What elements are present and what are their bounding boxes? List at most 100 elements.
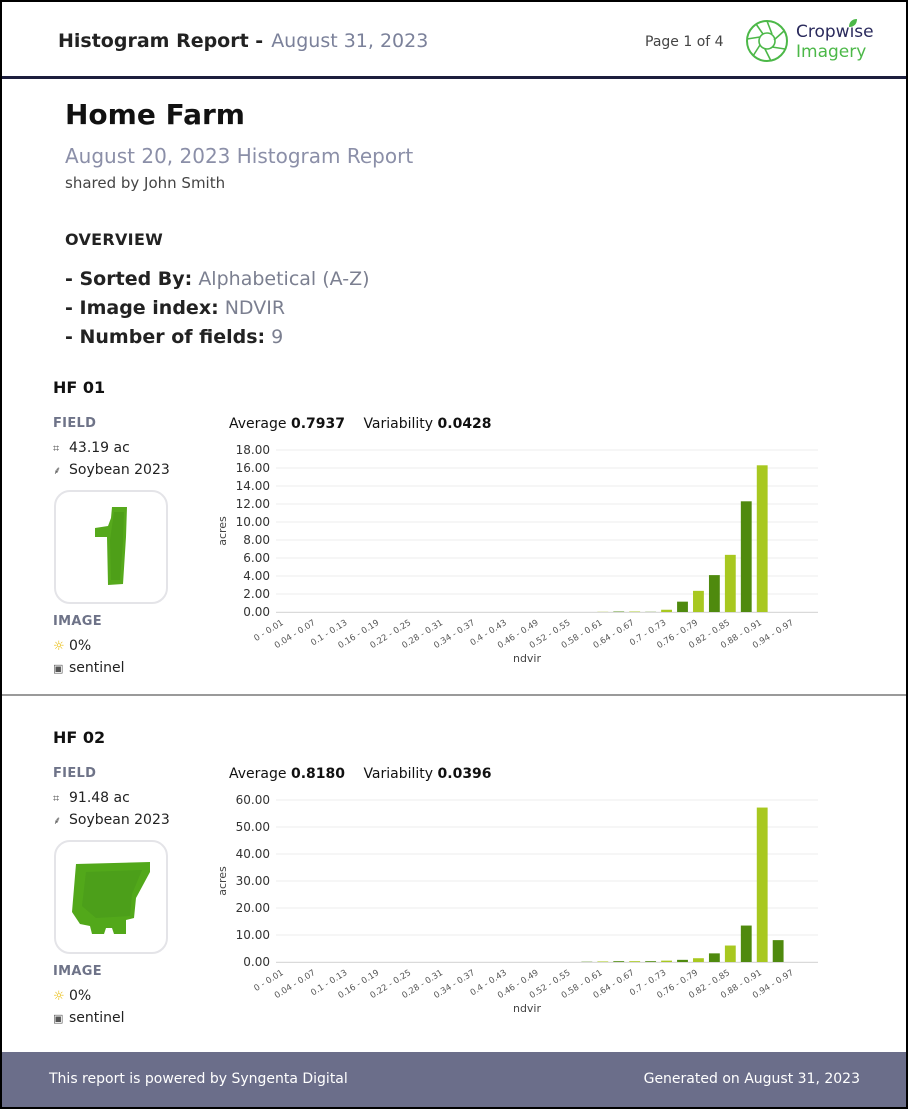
report-header: Histogram Report - August 31, 2023 Page 1…	[2, 2, 906, 79]
image-source: sentinel	[69, 1010, 125, 1026]
overview-sorted-by: - Sorted By: Alphabetical (A-Z)	[65, 268, 370, 290]
histogram-bar	[756, 465, 768, 612]
field-section-hf02: HF 02 FIELD ⌗ 91.48 ac ⸙ Soybean 2023 IMAG…	[2, 728, 906, 1058]
footer-generated-on: Generated on August 31, 2023	[643, 1071, 860, 1087]
histogram-bar	[677, 601, 688, 612]
histogram-bar	[629, 961, 641, 962]
cropwise-logo: Cropwise Imagery	[744, 14, 874, 70]
image-label: IMAGE	[53, 964, 102, 979]
y-tick-label: 0.00	[243, 955, 270, 969]
image-source: sentinel	[69, 660, 125, 676]
picture-icon: ▣	[53, 1012, 64, 1025]
y-tick-label: 12.00	[236, 497, 270, 511]
field-stats: Average 0.7937 Variability 0.0428	[229, 416, 492, 432]
histogram-bar	[740, 501, 752, 612]
field-name: HF 01	[53, 378, 106, 397]
histogram-bar	[645, 961, 657, 962]
y-tick-label: 50.00	[236, 820, 270, 834]
image-cloud-row: ☼ 0%	[53, 638, 91, 654]
overview-key: - Image index:	[65, 297, 219, 319]
overview-heading: OVERVIEW	[65, 230, 164, 249]
average-value: 0.8180	[290, 766, 345, 782]
histogram-bar	[724, 945, 736, 962]
field-crop: Soybean 2023	[69, 812, 170, 828]
y-axis-title: acres	[216, 866, 229, 896]
image-source-row: ▣ sentinel	[53, 660, 125, 676]
overview-value: NDVIR	[224, 297, 286, 319]
logo-line-2: Imagery	[796, 42, 867, 62]
overview-key: - Number of fields:	[65, 326, 266, 348]
y-tick-label: 0.00	[243, 605, 270, 619]
histogram-bar	[708, 575, 720, 612]
variability-value: 0.0428	[437, 416, 492, 432]
histogram-bar	[693, 590, 704, 612]
y-tick-label: 14.00	[236, 479, 270, 493]
histogram-bar	[740, 925, 752, 962]
crop-icon: ⸙	[53, 464, 62, 477]
y-tick-label: 10.00	[236, 928, 270, 942]
footer-powered-by: This report is powered by Syngenta Digit…	[49, 1071, 348, 1087]
variability-value: 0.0396	[437, 766, 492, 782]
field-area: 43.19 ac	[69, 440, 130, 456]
header-title-text: Histogram Report -	[58, 30, 264, 52]
overview-number-of-fields: - Number of fields: 9	[65, 326, 283, 348]
y-tick-label: 2.00	[243, 587, 270, 601]
variability-label: Variability	[363, 766, 434, 782]
histogram-bar	[756, 807, 768, 962]
histogram-bar	[772, 940, 784, 962]
shared-by: shared by John Smith	[65, 174, 226, 192]
leaf-icon	[849, 19, 857, 27]
image-cloud-cover: 0%	[69, 638, 92, 654]
variability-label: Variability	[363, 416, 434, 432]
y-tick-label: 8.00	[243, 533, 270, 547]
x-axis-title: ndvir	[513, 1002, 542, 1015]
overview-image-index: - Image index: NDVIR	[65, 297, 285, 319]
field-name: HF 02	[53, 728, 106, 747]
histogram-bar	[677, 959, 688, 962]
field-label: FIELD	[53, 766, 97, 781]
field-shape-image	[72, 862, 150, 934]
y-tick-label: 30.00	[236, 874, 270, 888]
logo-wordmark: Cropwise Imagery	[796, 22, 874, 62]
overview-key: - Sorted By:	[65, 268, 193, 290]
section-divider	[2, 694, 906, 696]
average-label: Average	[229, 766, 287, 782]
histogram-bar	[661, 960, 672, 962]
field-crop-row: ⸙ Soybean 2023	[53, 462, 170, 478]
field-thumbnail	[54, 490, 168, 604]
histogram-bar	[693, 958, 704, 962]
x-axis-title: ndvir	[513, 652, 542, 665]
y-tick-label: 20.00	[236, 901, 270, 915]
field-thumbnail	[54, 840, 168, 954]
y-tick-label: 6.00	[243, 551, 270, 565]
page-indicator: Page 1 of 4	[645, 34, 724, 50]
y-tick-label: 40.00	[236, 847, 270, 861]
crop-icon: ⸙	[53, 814, 62, 827]
field-crop: Soybean 2023	[69, 462, 170, 478]
histogram-bar	[661, 609, 672, 612]
image-cloud-cover: 0%	[69, 988, 92, 1004]
y-tick-label: 60.00	[236, 793, 270, 807]
header-title: Histogram Report - August 31, 2023	[58, 30, 428, 52]
average-value: 0.7937	[290, 416, 345, 432]
field-area-row: ⌗ 91.48 ac	[53, 790, 130, 806]
farm-name: Home Farm	[65, 98, 245, 131]
histogram-bar	[724, 554, 736, 612]
histogram-bar	[597, 961, 609, 962]
sun-icon: ☼	[53, 989, 65, 1004]
y-tick-label: 18.00	[236, 443, 270, 457]
field-area-row: ⌗ 43.19 ac	[53, 440, 130, 456]
field-area: 91.48 ac	[69, 790, 130, 806]
header-date: August 31, 2023	[271, 30, 429, 52]
histogram-bar	[613, 961, 625, 962]
field-shape-image	[95, 507, 127, 585]
image-cloud-row: ☼ 0%	[53, 988, 91, 1004]
picture-icon: ▣	[53, 662, 64, 675]
image-source-row: ▣ sentinel	[53, 1010, 125, 1026]
field-label: FIELD	[53, 416, 97, 431]
image-label: IMAGE	[53, 614, 102, 629]
field-crop-row: ⸙ Soybean 2023	[53, 812, 170, 828]
report-subtitle: August 20, 2023 Histogram Report	[65, 144, 414, 168]
aperture-logo-icon	[746, 20, 788, 62]
